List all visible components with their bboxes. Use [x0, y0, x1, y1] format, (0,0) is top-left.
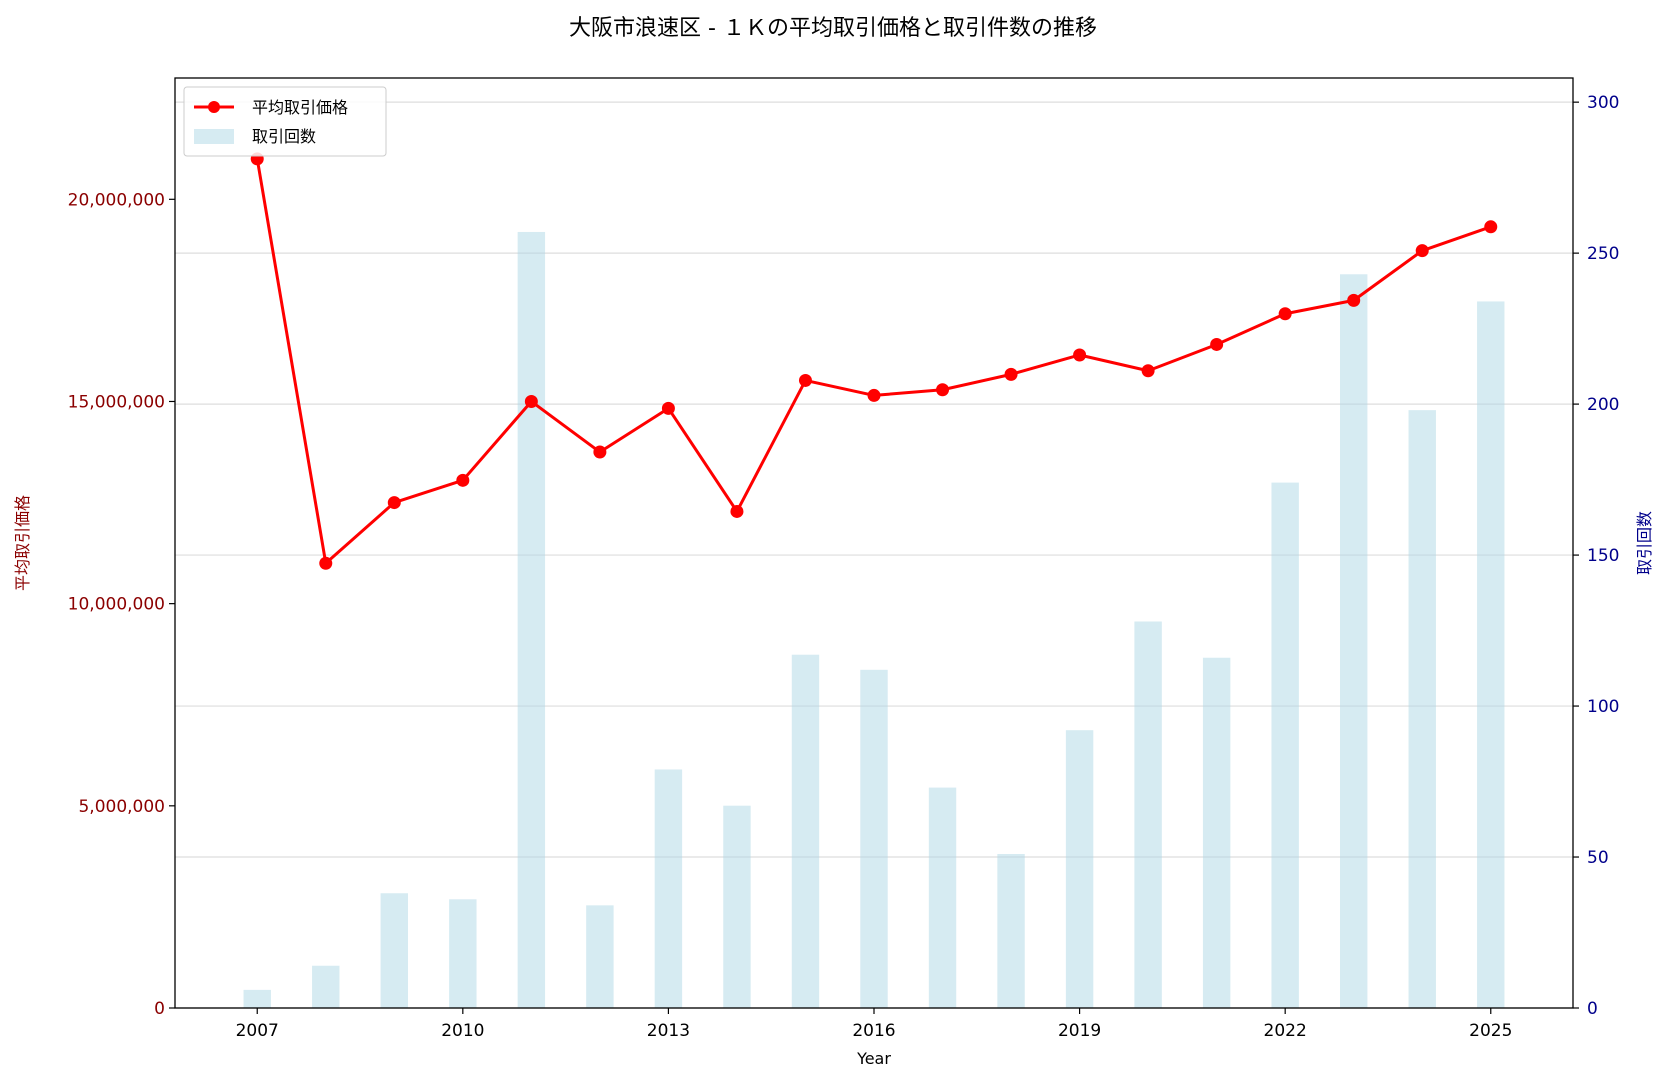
count-bar [997, 854, 1025, 1008]
legend: 平均取引価格 取引回数 [183, 86, 387, 157]
left-tick-label: 10,000,000 [68, 595, 165, 615]
price-point [1210, 337, 1224, 351]
price-point [1278, 307, 1292, 321]
left-tick-label: 5,000,000 [78, 797, 165, 817]
legend-marker-swatch [208, 101, 220, 113]
left-tick-label: 0 [154, 999, 165, 1019]
x-tick-label: 2022 [1264, 1021, 1307, 1041]
count-bar [1408, 410, 1436, 1009]
line-series [250, 152, 1498, 570]
price-point [1415, 244, 1429, 258]
legend-label-count: 取引回数 [252, 127, 316, 146]
left-y-axis-label: 平均取引価格 [13, 495, 32, 591]
count-bar [1477, 301, 1505, 1009]
price-point [387, 496, 401, 510]
count-bar [1065, 730, 1094, 1008]
count-bar [243, 989, 271, 1008]
left-tick-label: 15,000,000 [68, 392, 165, 412]
x-tick-label: 2010 [441, 1021, 484, 1041]
right-tick-label: 300 [1587, 93, 1619, 113]
count-bar [1134, 621, 1162, 1008]
price-point [730, 504, 744, 518]
count-bar [654, 769, 683, 1008]
price-point [524, 394, 538, 408]
x-tick-label: 2013 [647, 1021, 690, 1041]
price-point [1484, 220, 1498, 234]
x-tick-label: 2007 [236, 1021, 279, 1041]
right-tick-label: 150 [1587, 546, 1619, 566]
right-tick-label: 50 [1587, 848, 1609, 868]
x-tick-label: 2019 [1058, 1021, 1101, 1041]
right-tick-label: 250 [1587, 244, 1619, 264]
price-point [456, 473, 470, 487]
count-bar [517, 231, 546, 1008]
price-point [1073, 348, 1087, 362]
price-point [661, 401, 675, 415]
count-bar [1202, 657, 1231, 1008]
price-point [1004, 367, 1018, 381]
right-tick-label: 0 [1587, 999, 1598, 1019]
right-tick-label: 200 [1587, 395, 1619, 415]
legend-bar-swatch [194, 129, 234, 144]
price-point [867, 388, 881, 402]
price-line [255, 158, 1492, 565]
count-bar [1340, 274, 1368, 1008]
price-point [798, 373, 812, 387]
legend-box [183, 86, 387, 157]
x-axis: 2007 2010 2013 2016 2019 2022 2025 [236, 1008, 1512, 1041]
count-bar [928, 787, 957, 1008]
right-y-axis: 0 50 100 150 200 250 300 [1573, 93, 1619, 1019]
x-axis-label: Year [856, 1049, 891, 1068]
price-point [936, 383, 950, 397]
x-tick-label: 2016 [852, 1021, 895, 1041]
x-tick-label: 2025 [1469, 1021, 1512, 1041]
left-tick-label: 20,000,000 [68, 190, 165, 210]
count-bar [1271, 482, 1299, 1009]
price-point [1141, 364, 1155, 378]
count-bar [860, 669, 888, 1008]
count-bar [312, 965, 340, 1008]
count-bar [380, 893, 408, 1008]
count-bar [723, 805, 751, 1008]
bar-series [243, 231, 1505, 1009]
price-point [319, 556, 333, 570]
price-point [593, 445, 607, 459]
right-tick-label: 100 [1587, 697, 1619, 717]
left-y-axis: 0 5,000,000 10,000,000 15,000,000 20,000,000 [68, 190, 175, 1019]
count-bar [449, 899, 477, 1008]
legend-label-price: 平均取引価格 [252, 98, 348, 117]
chart-title: 大阪市浪速区 - １Ｋの平均取引価格と取引件数の推移 [569, 16, 1097, 41]
right-y-axis-label: 取引回数 [1635, 511, 1654, 575]
count-bar [586, 905, 614, 1008]
price-point [1347, 293, 1361, 307]
count-bar [791, 654, 820, 1008]
